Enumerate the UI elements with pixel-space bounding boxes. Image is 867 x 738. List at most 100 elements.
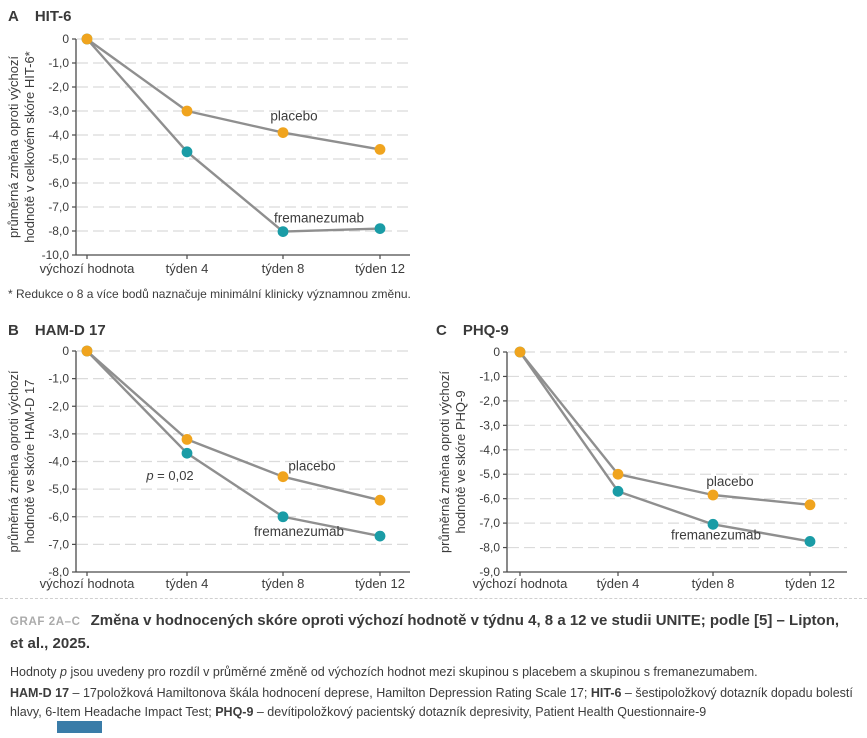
y-axis-label: hodnotě v celkovém skóre HIT-6* — [22, 51, 37, 242]
placebo-series-label: placebo — [706, 474, 753, 489]
hamd17-chart: 0 -1,0 -2,0 -3,0 -4,0 -5,0 -6,0 -7,0 -8,0výchozí… — [6, 344, 410, 591]
text-segment: – devítipoložkový pacientský dotazník de… — [253, 705, 707, 720]
text-segment: Hodnoty — [10, 665, 61, 679]
placebo-line — [86, 350, 381, 502]
y-tick-label: -1,0 — [48, 372, 69, 386]
panel-b-title: B HAM-D 17 — [8, 322, 418, 339]
x-tick-label: výchozí hodnota — [473, 576, 568, 591]
placebo-points — [514, 346, 816, 511]
y-axis-label: hodnotě ve skóre HAM-D 17 — [22, 379, 37, 543]
panel-c-letter: C — [436, 322, 447, 339]
caption-separator-line — [0, 598, 867, 599]
text-segment: – 17položková Hamiltonova škála hodnocen… — [69, 686, 591, 700]
x-tick-label: týden 12 — [355, 576, 405, 591]
x-tick-label: týden 12 — [785, 576, 835, 591]
text-segment: – šestipoložkový dotazník dopadu bolestí… — [10, 686, 853, 720]
x-tick-label: týden 8 — [692, 576, 735, 591]
chart-panel-b: B HAM-D 17 0 -1,0 -2,0 -3,0 -4,0 -5,0 -6,0 -7,0 -… — [4, 322, 418, 593]
fremanezumab-line — [519, 351, 811, 543]
text-segment: p — [60, 665, 67, 679]
y-tick-label: -3,0 — [48, 427, 69, 441]
y-tick-label: -7,0 — [48, 200, 69, 214]
footer-accent-bar — [57, 721, 102, 733]
y-tick-label: 0 — [62, 344, 69, 358]
figure-caption: GRAF 2A–C Změna v hodnocených skóre oprot… — [10, 610, 855, 655]
y-tick-label: -10,0 — [42, 248, 70, 262]
chart-panel-a: A HIT-6 0 -1,0 -2,0 -3,0 -4,0 -5,0 -6,0 -7,0 -8,0… — [4, 8, 418, 301]
y-tick-label: -4,0 — [48, 128, 69, 142]
fremanezumab-points — [81, 345, 386, 542]
p-value-note: Hodnoty p jsou uvedeny pro rozdíl v prům… — [10, 663, 855, 682]
gridlines — [77, 350, 410, 545]
panel-a-letter: A — [8, 8, 19, 25]
x-tick-label: týden 8 — [262, 576, 305, 591]
y-tick-label: 0 — [493, 345, 500, 359]
y-axis-label: průměrná změna oproti výchozí — [437, 371, 452, 553]
text-segment: HAM-D 17 — [10, 686, 70, 700]
panel-b-title-text: HAM-D 17 — [34, 322, 106, 339]
panel-b-letter: B — [8, 322, 19, 339]
y-axis-label: hodnotě ve skóre PHQ-9 — [453, 390, 468, 533]
y-tick-label: -8,0 — [48, 565, 69, 579]
text-segment: jsou uvedeny pro rozdíl v průměrné změně… — [66, 665, 758, 679]
y-tick-label: -2,0 — [48, 80, 69, 94]
panel-a-title-text: HIT-6 — [34, 8, 72, 25]
placebo-line — [519, 351, 811, 506]
panel-c-title: C PHQ-9 — [436, 322, 864, 339]
y-tick-label: -9,0 — [479, 565, 500, 579]
y-tick-label: -7,0 — [479, 516, 500, 530]
fremanezumab-series-label: fremanezumab — [254, 524, 344, 539]
chart-panel-c: C PHQ-9 0 -1,0 -2,0 -3,0 -4,0 -5,0 -6,0 -7,0 -8,0… — [432, 322, 864, 593]
fremanezumab-line — [86, 38, 381, 233]
x-tick-label: týden 12 — [355, 261, 405, 276]
placebo-series-label: placebo — [270, 109, 317, 124]
y-tick-label: -5,0 — [479, 467, 500, 481]
x-tick-label: výchozí hodnota — [40, 261, 135, 276]
y-tick-label: -3,0 — [479, 418, 500, 432]
hit6-footnote: * Redukce o 8 a více bodů naznačuje mini… — [8, 287, 411, 301]
figure-caption-label: GRAF 2A–C — [10, 616, 81, 628]
hit6-chart: 0 -1,0 -2,0 -3,0 -4,0 -5,0 -6,0 -7,0 -8,0 -10,0vý… — [6, 32, 410, 276]
x-tick-label: týden 4 — [166, 261, 209, 276]
y-tick-label: -2,0 — [48, 399, 69, 413]
y-tick-label: -3,0 — [48, 104, 69, 118]
y-tick-label: 0 — [62, 32, 69, 46]
x-tick-label: týden 4 — [166, 576, 209, 591]
y-tick-label: -6,0 — [48, 510, 69, 524]
y-axis-label: průměrná změna oproti výchozí — [6, 370, 21, 552]
placebo-points — [81, 33, 386, 155]
placebo-points — [81, 345, 386, 506]
fremanezumab-series-label: fremanezumab — [274, 211, 364, 226]
fremanezumab-line — [86, 350, 381, 538]
y-tick-label: -1,0 — [48, 56, 69, 70]
y-tick-label: -1,0 — [479, 369, 500, 383]
text-segment: PHQ-9 — [215, 705, 254, 720]
x-tick-label: výchozí hodnota — [40, 576, 135, 591]
abbreviations-note: HAM-D 17 – 17položková Hamiltonova škála… — [10, 684, 855, 723]
x-tick-label: týden 8 — [262, 261, 305, 276]
placebo-line — [86, 38, 381, 151]
panel-a-title: A HIT-6 — [8, 8, 418, 25]
y-tick-label: -6,0 — [48, 176, 69, 190]
x-tick-label: týden 4 — [597, 576, 640, 591]
placebo-series-label: placebo — [288, 459, 335, 474]
y-tick-label: -4,0 — [479, 443, 500, 457]
y-tick-label: -4,0 — [48, 455, 69, 469]
fremanezumab-series-label: fremanezumab — [671, 527, 761, 542]
y-tick-label: -7,0 — [48, 537, 69, 551]
axes: 0 -1,0 -2,0 -3,0 -4,0 -5,0 -6,0 -7,0 -8,0výchozí… — [40, 344, 410, 591]
p-value-annotation: p = 0,02 — [145, 468, 193, 483]
text-segment: HIT-6 — [590, 686, 622, 700]
axes: 0 -1,0 -2,0 -3,0 -4,0 -5,0 -6,0 -7,0 -8,0 -9,0výc… — [473, 345, 847, 591]
gridlines — [508, 351, 847, 549]
y-tick-label: -5,0 — [48, 152, 69, 166]
y-tick-label: -6,0 — [479, 492, 500, 506]
y-tick-label: -8,0 — [479, 541, 500, 555]
y-tick-label: -2,0 — [479, 394, 500, 408]
y-tick-label: -5,0 — [48, 482, 69, 496]
y-tick-label: -8,0 — [48, 224, 69, 238]
axes: 0 -1,0 -2,0 -3,0 -4,0 -5,0 -6,0 -7,0 -8,0 -10,0vý… — [40, 32, 410, 276]
y-axis-label: průměrná změna oproti výchozí — [6, 56, 21, 238]
figure-caption-text: Změna v hodnocených skóre oproti výchozí… — [10, 612, 840, 652]
gridlines — [77, 38, 410, 232]
